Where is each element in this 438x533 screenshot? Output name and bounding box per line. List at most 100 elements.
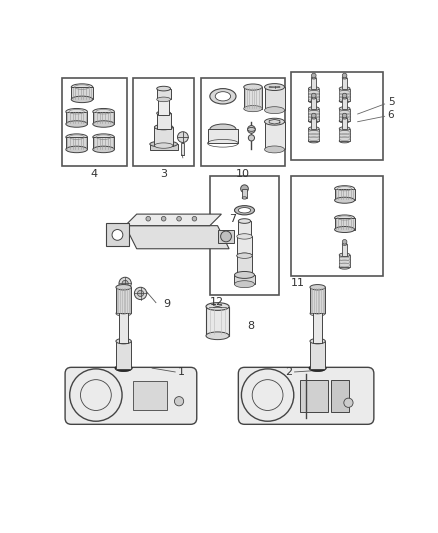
Bar xyxy=(244,87,262,109)
Bar xyxy=(242,189,247,198)
Ellipse shape xyxy=(244,84,262,90)
Ellipse shape xyxy=(119,310,128,314)
Ellipse shape xyxy=(335,185,355,192)
Bar xyxy=(106,223,129,246)
Bar xyxy=(265,122,285,149)
Bar xyxy=(66,137,88,149)
Ellipse shape xyxy=(237,234,252,239)
Ellipse shape xyxy=(238,207,251,213)
Bar xyxy=(150,144,177,150)
Ellipse shape xyxy=(265,146,285,153)
Bar xyxy=(310,287,325,313)
Bar xyxy=(331,379,349,412)
Circle shape xyxy=(161,216,166,221)
Bar xyxy=(206,306,229,336)
Ellipse shape xyxy=(157,97,170,102)
Ellipse shape xyxy=(339,265,350,269)
Ellipse shape xyxy=(313,310,322,314)
Bar xyxy=(313,312,322,343)
Bar xyxy=(339,88,350,101)
Ellipse shape xyxy=(93,146,114,152)
Ellipse shape xyxy=(206,332,229,340)
Circle shape xyxy=(138,290,144,296)
Ellipse shape xyxy=(155,143,173,148)
Circle shape xyxy=(192,216,197,221)
Ellipse shape xyxy=(311,77,316,79)
Bar xyxy=(342,118,347,130)
Bar xyxy=(300,379,328,412)
Circle shape xyxy=(119,277,131,289)
Ellipse shape xyxy=(339,253,350,257)
Ellipse shape xyxy=(116,366,131,372)
Ellipse shape xyxy=(242,197,247,199)
Bar xyxy=(342,244,347,256)
Bar xyxy=(218,230,234,244)
Ellipse shape xyxy=(339,107,350,110)
Ellipse shape xyxy=(310,338,325,344)
Bar xyxy=(119,312,128,343)
Ellipse shape xyxy=(116,311,131,316)
Bar xyxy=(339,128,350,141)
Bar xyxy=(133,78,194,166)
Ellipse shape xyxy=(116,285,131,290)
Ellipse shape xyxy=(311,117,316,119)
Bar xyxy=(339,109,350,121)
Circle shape xyxy=(311,93,316,98)
Text: 7: 7 xyxy=(229,214,236,224)
Ellipse shape xyxy=(335,215,355,221)
Ellipse shape xyxy=(234,281,254,288)
Circle shape xyxy=(146,216,151,221)
Text: 8: 8 xyxy=(247,321,254,331)
Bar xyxy=(157,88,170,99)
Bar xyxy=(155,127,173,146)
Text: 1: 1 xyxy=(177,367,184,377)
Bar xyxy=(335,218,355,230)
Polygon shape xyxy=(125,214,221,225)
Bar xyxy=(133,381,167,410)
Bar xyxy=(116,287,131,313)
Text: 11: 11 xyxy=(291,278,305,288)
Bar xyxy=(238,221,251,237)
Circle shape xyxy=(311,113,316,118)
Bar xyxy=(71,87,93,99)
Text: 4: 4 xyxy=(91,169,98,180)
Ellipse shape xyxy=(215,92,231,101)
Ellipse shape xyxy=(308,119,319,123)
Ellipse shape xyxy=(308,87,319,91)
Ellipse shape xyxy=(308,107,319,110)
Ellipse shape xyxy=(238,234,251,239)
Circle shape xyxy=(344,398,353,407)
Ellipse shape xyxy=(115,365,132,371)
Circle shape xyxy=(112,230,123,240)
FancyBboxPatch shape xyxy=(238,367,374,424)
Bar xyxy=(291,175,383,276)
Ellipse shape xyxy=(247,127,255,131)
Ellipse shape xyxy=(116,338,131,344)
Ellipse shape xyxy=(342,96,347,99)
Ellipse shape xyxy=(311,96,316,99)
FancyBboxPatch shape xyxy=(65,367,197,424)
Ellipse shape xyxy=(221,231,231,242)
Text: 12: 12 xyxy=(210,297,224,307)
Circle shape xyxy=(240,185,248,192)
Circle shape xyxy=(342,73,347,78)
Ellipse shape xyxy=(308,99,319,103)
Bar xyxy=(339,255,350,267)
Ellipse shape xyxy=(335,197,355,203)
Bar xyxy=(237,256,252,275)
Ellipse shape xyxy=(342,243,347,245)
Ellipse shape xyxy=(66,121,88,127)
Bar xyxy=(201,78,285,166)
Bar xyxy=(66,112,88,124)
Ellipse shape xyxy=(335,227,355,232)
Bar xyxy=(311,98,316,109)
Ellipse shape xyxy=(93,134,114,140)
Ellipse shape xyxy=(265,84,285,91)
Circle shape xyxy=(342,239,347,244)
Ellipse shape xyxy=(206,303,229,310)
Bar xyxy=(237,237,252,256)
Ellipse shape xyxy=(237,253,252,259)
Ellipse shape xyxy=(210,124,236,135)
Circle shape xyxy=(177,216,181,221)
Text: 2: 2 xyxy=(285,367,292,377)
